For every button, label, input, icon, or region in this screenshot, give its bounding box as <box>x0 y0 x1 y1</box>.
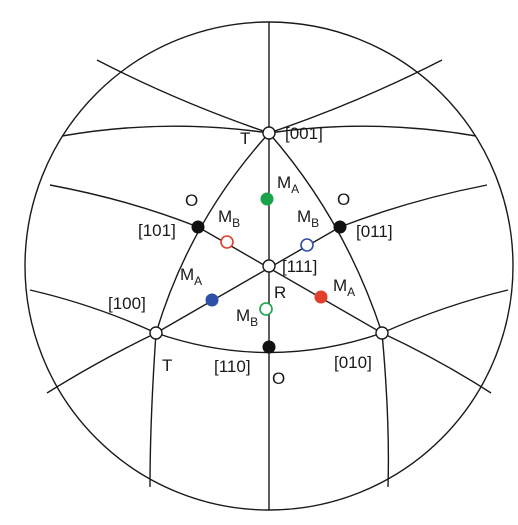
arc-right-top <box>268 59 443 134</box>
pole-100-marker <box>149 326 163 340</box>
pole-110-marker <box>262 340 276 354</box>
label-r: R <box>274 283 286 302</box>
arc-left-low <box>29 289 157 334</box>
mb-red-open <box>220 235 234 249</box>
label-o-bottom: O <box>272 369 285 388</box>
label-111: [111] <box>282 257 317 276</box>
label-ma-right: MA <box>333 276 355 299</box>
zone-lines <box>29 22 509 510</box>
pole-111-marker <box>262 259 276 273</box>
label-110: [110] <box>214 357 251 376</box>
pole-101-marker <box>191 220 205 234</box>
variant-points <box>205 192 328 316</box>
mb-blue-open <box>300 238 314 252</box>
arc-right-low <box>381 289 509 334</box>
label-mb-right: MB <box>297 207 319 230</box>
arc-right-down <box>381 332 390 488</box>
label-100: [100] <box>108 294 146 313</box>
label-ma-left: MA <box>180 265 202 288</box>
mb-green-open <box>259 302 273 316</box>
label-011: [011] <box>356 222 393 241</box>
ma-green-dot <box>260 192 274 206</box>
pole-011-marker <box>333 220 347 234</box>
arc-left-bottom <box>46 332 157 394</box>
arc-right-mid <box>339 184 488 228</box>
arc-right-bottom <box>381 332 492 394</box>
ma-blue-dot <box>205 293 219 307</box>
open-poles <box>149 126 389 340</box>
label-o-right: O <box>337 190 350 209</box>
arc-left-top <box>96 59 270 134</box>
label-010: [010] <box>334 353 372 372</box>
label-001: [001] <box>285 124 323 143</box>
label-mb-left: MB <box>218 207 240 230</box>
labels: [001] T O O [101] [011] [111] R [100] T … <box>108 124 393 388</box>
pole-010-marker <box>375 326 389 340</box>
label-ma-top: MA <box>277 173 299 196</box>
label-101: [101] <box>138 221 176 240</box>
arc-left-mid <box>49 184 199 228</box>
black-poles <box>191 220 347 354</box>
arc-left-down <box>149 332 157 488</box>
ma-red-dot <box>314 290 328 304</box>
arc-left-upper <box>61 125 270 137</box>
label-o-left: O <box>185 191 198 210</box>
label-t-top: T <box>240 129 250 148</box>
label-t-left: T <box>162 356 172 375</box>
pole-001-marker <box>262 126 276 140</box>
label-mb-bottom: MB <box>236 306 258 329</box>
arc-right-upper <box>268 125 477 137</box>
